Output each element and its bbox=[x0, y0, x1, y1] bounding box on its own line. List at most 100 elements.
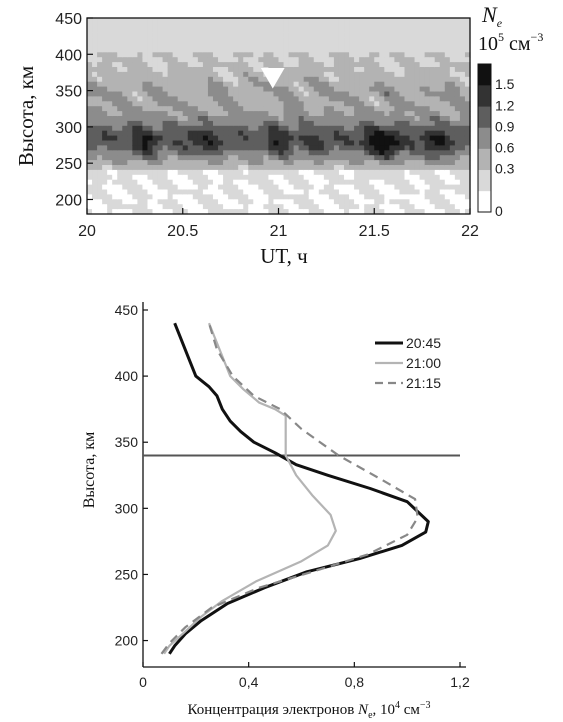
heatmap-cell bbox=[288, 135, 295, 142]
heatmap-cell bbox=[313, 32, 320, 39]
heatmap-cell bbox=[248, 67, 254, 73]
heatmap-cell bbox=[293, 145, 300, 151]
heatmap-cell bbox=[137, 96, 144, 102]
heatmap-cell bbox=[162, 135, 169, 142]
heatmap-cell bbox=[419, 199, 426, 205]
heatmap-cell bbox=[172, 194, 179, 200]
heatmap-cell bbox=[293, 106, 300, 112]
heatmap-cell bbox=[102, 184, 108, 191]
heatmap-cell bbox=[439, 204, 446, 210]
heatmap-cell bbox=[333, 42, 340, 48]
heatmap-cell bbox=[218, 150, 224, 156]
heatmap-cell bbox=[192, 52, 199, 58]
heatmap-cell bbox=[197, 42, 204, 48]
heatmap-cell bbox=[122, 96, 128, 102]
heatmap-cell bbox=[147, 184, 154, 191]
heatmap-cell bbox=[122, 120, 128, 127]
heatmap-cell bbox=[454, 140, 461, 146]
heatmap-cell bbox=[127, 184, 133, 191]
heatmap-cell bbox=[212, 125, 219, 132]
heatmap-cell bbox=[122, 71, 128, 78]
heatmap-cell bbox=[328, 32, 335, 39]
heatmap-cell bbox=[187, 18, 194, 24]
heatmap-cell bbox=[414, 194, 421, 200]
heatmap-cell bbox=[263, 27, 270, 34]
heatmap-cell bbox=[389, 150, 396, 156]
heatmap-cell bbox=[107, 42, 113, 48]
heatmap-cell bbox=[394, 76, 401, 83]
heatmap-cell bbox=[253, 140, 259, 146]
heatmap-cell bbox=[253, 199, 259, 205]
heatmap-cell bbox=[147, 57, 154, 63]
heatmap-cell bbox=[87, 67, 93, 73]
heatmap-cell bbox=[323, 194, 330, 200]
heatmap-cell bbox=[268, 184, 275, 191]
heatmap-cell bbox=[172, 209, 179, 215]
heatmap-cell bbox=[369, 140, 375, 146]
heatmap-cell bbox=[323, 120, 330, 127]
heatmap-cell bbox=[253, 165, 259, 171]
heatmap-cell bbox=[197, 76, 204, 83]
heatmap-cell bbox=[248, 199, 254, 205]
heatmap-cell bbox=[253, 91, 259, 97]
heatmap-cell bbox=[399, 106, 406, 112]
heatmap-cell bbox=[207, 37, 214, 44]
heatmap-cell bbox=[379, 101, 385, 107]
heatmap-cell bbox=[192, 169, 199, 176]
heatmap-cell bbox=[172, 22, 179, 29]
heatmap-cell bbox=[354, 116, 360, 122]
heatmap-cell bbox=[202, 204, 209, 210]
heatmap-cell bbox=[243, 204, 249, 210]
heatmap-cell bbox=[419, 67, 426, 73]
heatmap-cell bbox=[142, 32, 149, 39]
heatmap-cell bbox=[333, 120, 340, 127]
heatmap-cell bbox=[338, 67, 345, 73]
heatmap-cell bbox=[187, 91, 194, 97]
heatmap-cell bbox=[338, 22, 345, 29]
heatmap-cell bbox=[434, 160, 441, 166]
heatmap-cell bbox=[303, 165, 310, 171]
heatmap-cell bbox=[228, 204, 234, 210]
heatmap-cell bbox=[374, 101, 380, 107]
heatmap-cell bbox=[464, 71, 471, 78]
heatmap-cell bbox=[177, 174, 184, 181]
heatmap-cell bbox=[449, 42, 456, 48]
heatmap-cell bbox=[202, 27, 209, 34]
heatmap-cell bbox=[394, 86, 401, 93]
heatmap-cell bbox=[162, 22, 169, 29]
heatmap-cell bbox=[207, 106, 214, 112]
heatmap-cell bbox=[253, 76, 259, 83]
heatmap-cell bbox=[192, 116, 199, 122]
heatmap-cell bbox=[218, 209, 224, 215]
heatmap-cell bbox=[459, 52, 466, 58]
heatmap-cell bbox=[419, 52, 426, 58]
heatmap-cell bbox=[243, 125, 249, 132]
heatmap-cell bbox=[464, 27, 471, 34]
heatmap-cell bbox=[344, 57, 350, 63]
heatmap-cell bbox=[454, 179, 461, 186]
heatmap-cell bbox=[344, 130, 350, 137]
heatmap-cell bbox=[449, 32, 456, 39]
heatmap-cell bbox=[374, 125, 380, 132]
heatmap-cell bbox=[102, 27, 108, 34]
heatmap-cell bbox=[162, 120, 169, 127]
heatmap-cell bbox=[424, 169, 431, 176]
heatmap-cell bbox=[258, 120, 264, 127]
heatmap-cell bbox=[97, 62, 103, 68]
heatmap-cell bbox=[238, 184, 244, 191]
heatmap-cell bbox=[459, 155, 466, 161]
heatmap-cell bbox=[228, 135, 234, 142]
heatmap-cell bbox=[419, 145, 426, 151]
heatmap-cell bbox=[172, 155, 179, 161]
heatmap-cell bbox=[253, 86, 259, 93]
heatmap-cell bbox=[233, 145, 239, 151]
heatmap-cell bbox=[127, 18, 133, 24]
heatmap-cell bbox=[157, 32, 164, 39]
heatmap-cell bbox=[212, 130, 219, 137]
heatmap-cell bbox=[293, 67, 300, 73]
heatmap-cell bbox=[152, 165, 159, 171]
heatmap-cell bbox=[87, 111, 93, 117]
heatmap-cell bbox=[298, 120, 305, 127]
heatmap-cell bbox=[308, 62, 315, 68]
